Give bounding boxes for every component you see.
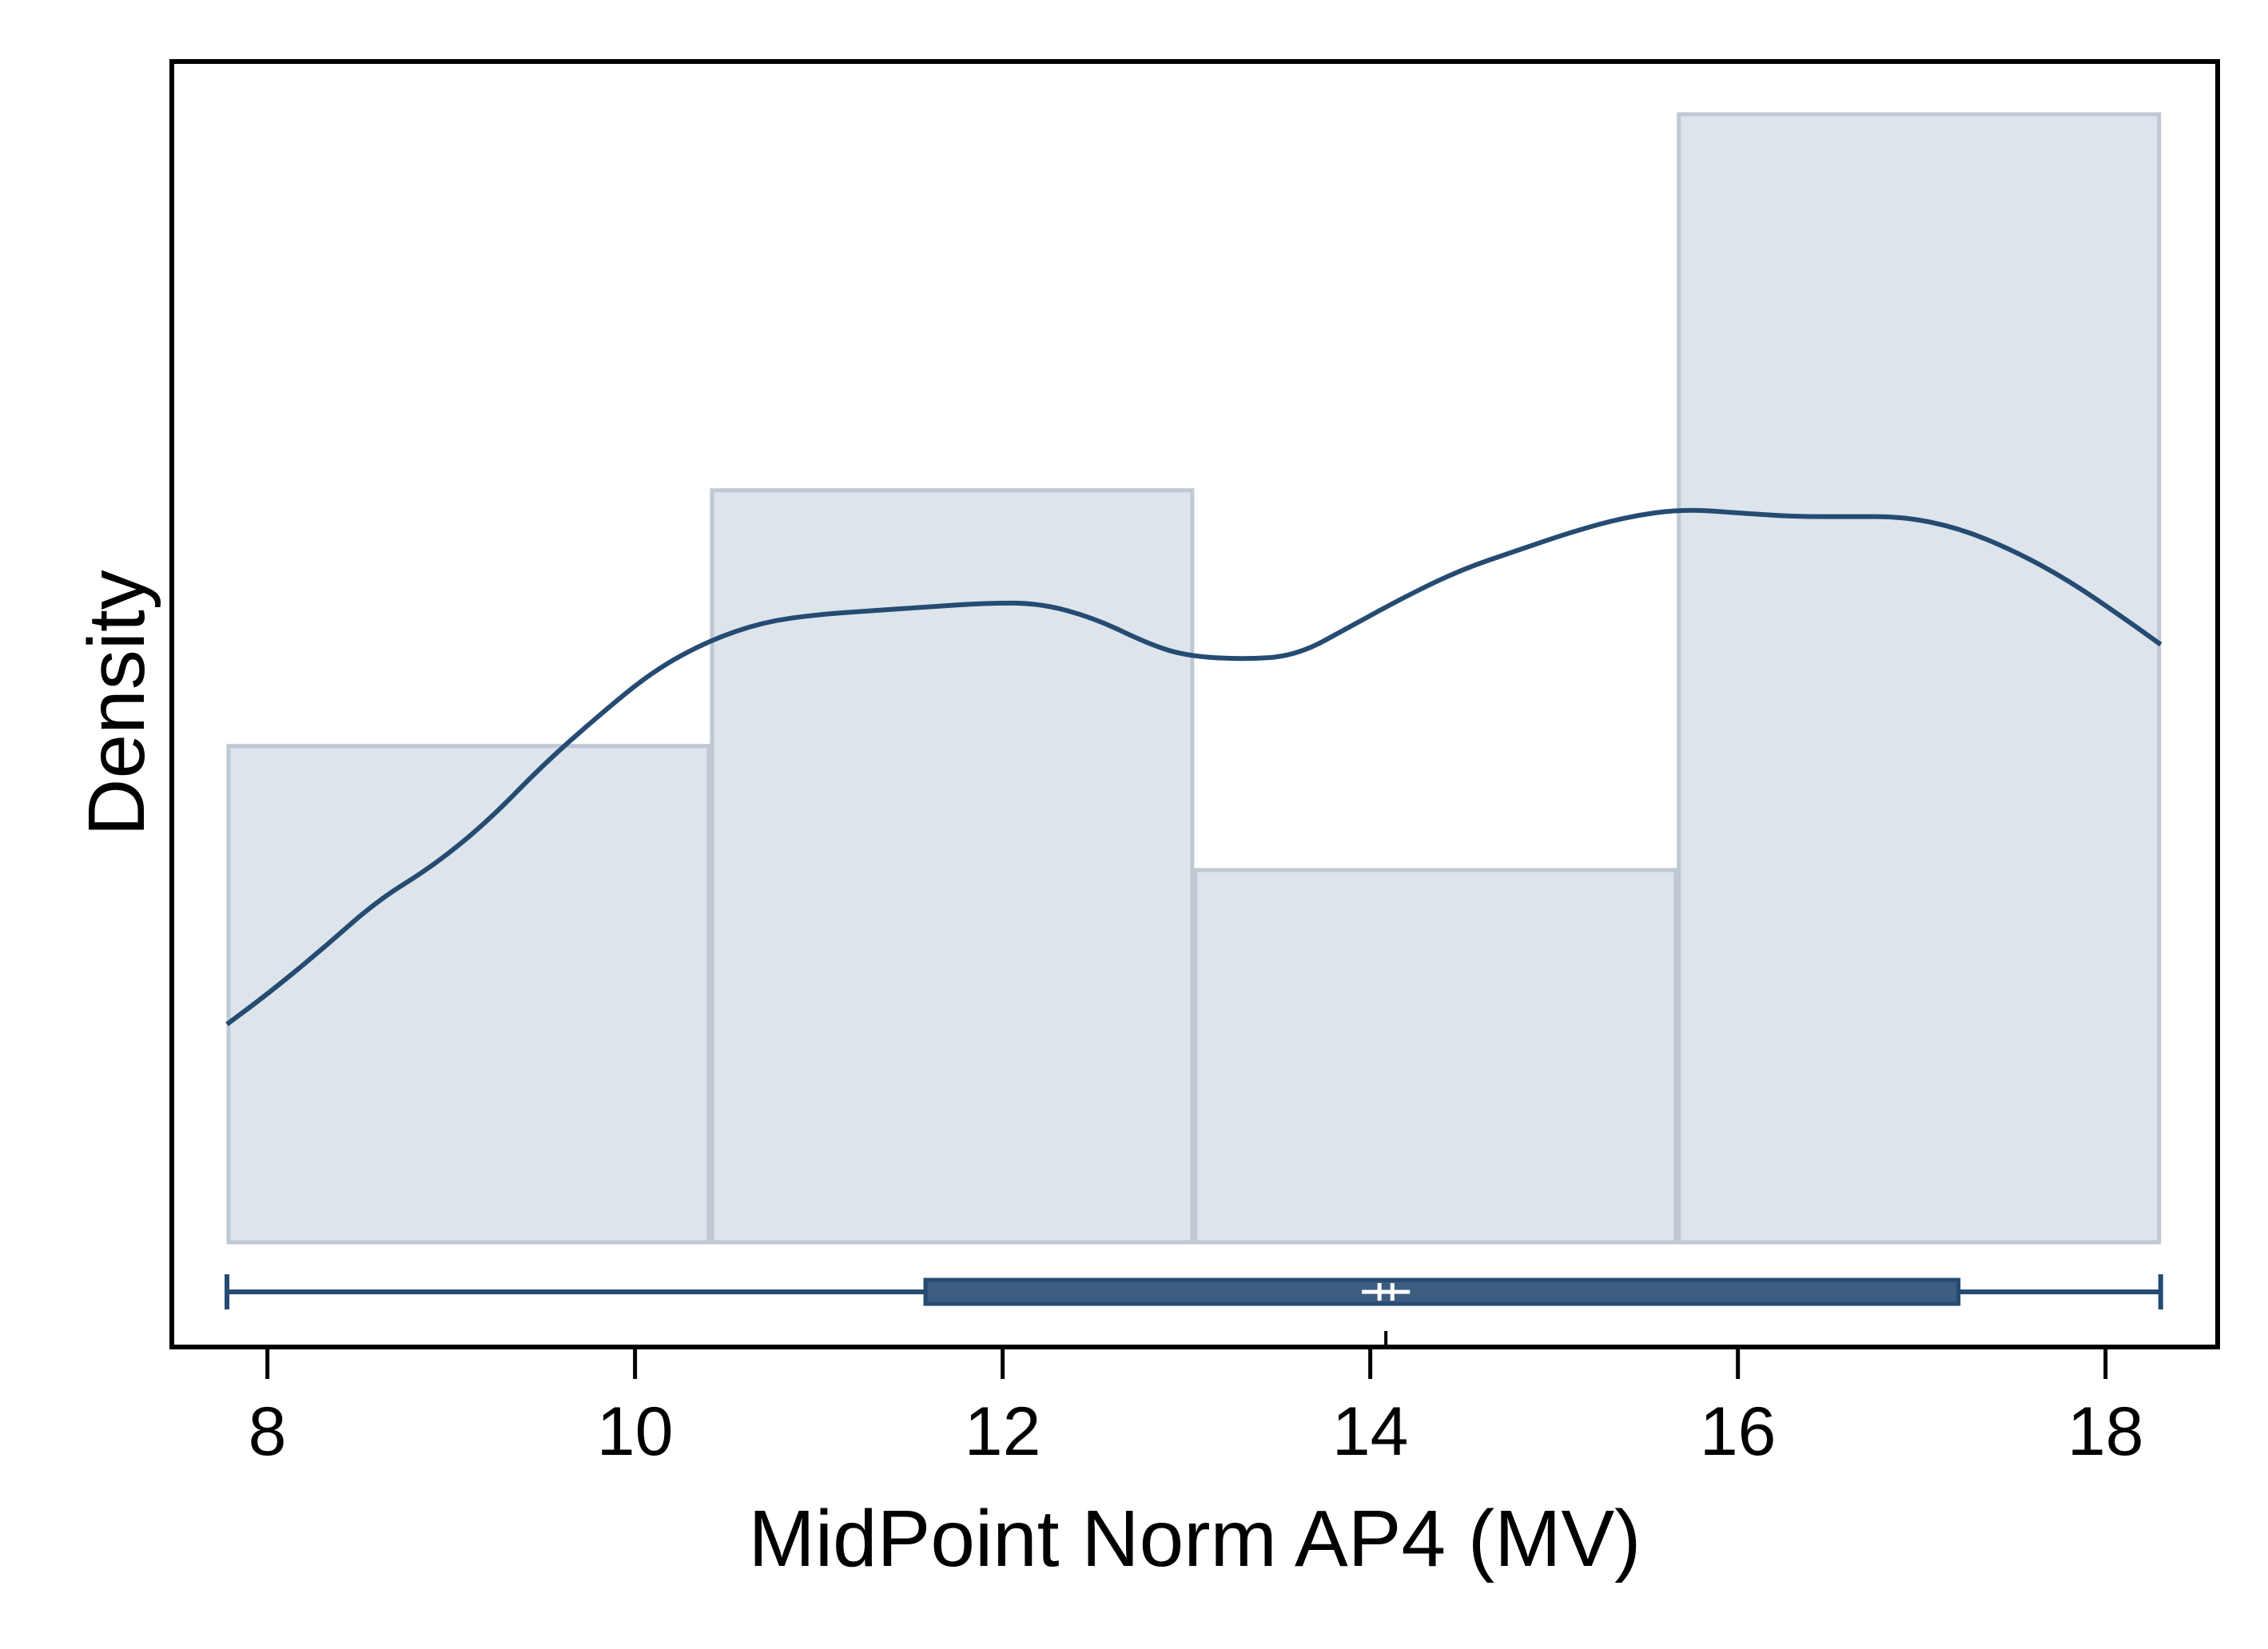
x-axis-title: MidPoint Norm AP4 (MV): [749, 1494, 1641, 1583]
boxplot-layer: [225, 1274, 2163, 1347]
x-tick-label-12: 12: [965, 1393, 1041, 1470]
density-curve: [225, 507, 2163, 1027]
density-curve-layer: [225, 507, 2163, 1027]
histogram-bar-4: [1677, 112, 2162, 1245]
x-axis-ticks: 8 10 12 14 16 18: [249, 1347, 2144, 1470]
x-tick-label-18: 18: [2067, 1393, 2144, 1470]
x-tick-label-10: 10: [597, 1393, 674, 1470]
y-axis-title: Density: [72, 570, 161, 836]
histogram-bars: [226, 112, 2162, 1245]
x-tick-label-14: 14: [1332, 1393, 1409, 1470]
histogram-bar-2: [710, 488, 1195, 1245]
histogram-bar-3: [1193, 868, 1678, 1245]
x-tick-label-8: 8: [249, 1393, 287, 1470]
x-tick-label-16: 16: [1700, 1393, 1777, 1470]
boxplot-box: [923, 1277, 1961, 1306]
plot-frame: [169, 59, 2220, 1349]
histogram-bar-1: [226, 744, 711, 1245]
